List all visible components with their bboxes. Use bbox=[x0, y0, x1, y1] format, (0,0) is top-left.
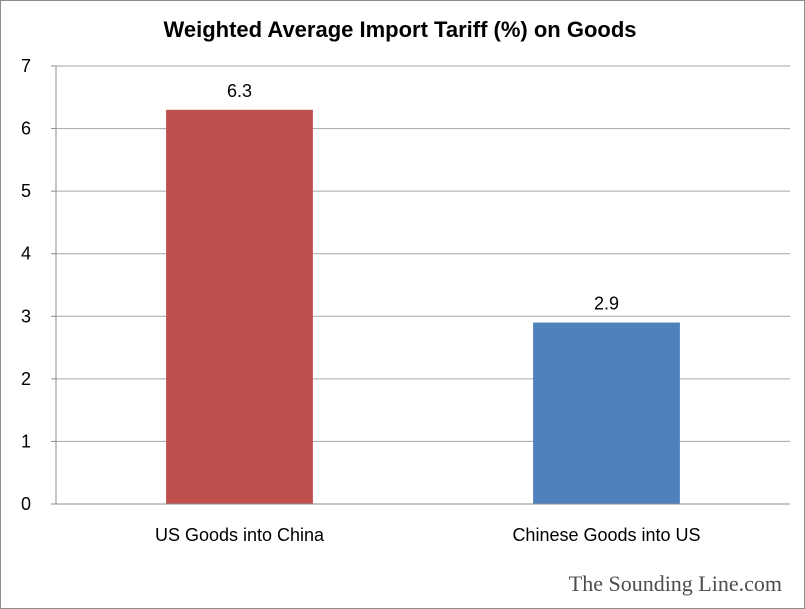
x-tick-label-2: Chinese Goods into US bbox=[512, 525, 700, 545]
y-tick-label: 0 bbox=[21, 494, 31, 514]
data-label-1: 6.3 bbox=[227, 81, 252, 101]
chart-title: Weighted Average Import Tariff (%) on Go… bbox=[163, 17, 636, 42]
y-tick-label: 3 bbox=[21, 306, 31, 326]
y-tick-label: 1 bbox=[21, 431, 31, 451]
data-label-2: 2.9 bbox=[594, 294, 619, 314]
x-tick-label-1: US Goods into China bbox=[155, 525, 325, 545]
y-tick-label: 5 bbox=[21, 181, 31, 201]
y-tick-label: 4 bbox=[21, 244, 31, 264]
y-tick-label: 7 bbox=[21, 56, 31, 76]
y-tick-label: 2 bbox=[21, 369, 31, 389]
y-tick-label: 6 bbox=[21, 119, 31, 139]
watermark: The Sounding Line.com bbox=[569, 571, 782, 596]
bar-1 bbox=[166, 109, 313, 505]
axes bbox=[51, 65, 790, 505]
bar-2 bbox=[533, 322, 680, 504]
labels: 0 1 2 3 4 5 6 7 6.3 US Goods into China 2.9 Chinese… bbox=[21, 56, 701, 545]
bars bbox=[166, 109, 680, 505]
